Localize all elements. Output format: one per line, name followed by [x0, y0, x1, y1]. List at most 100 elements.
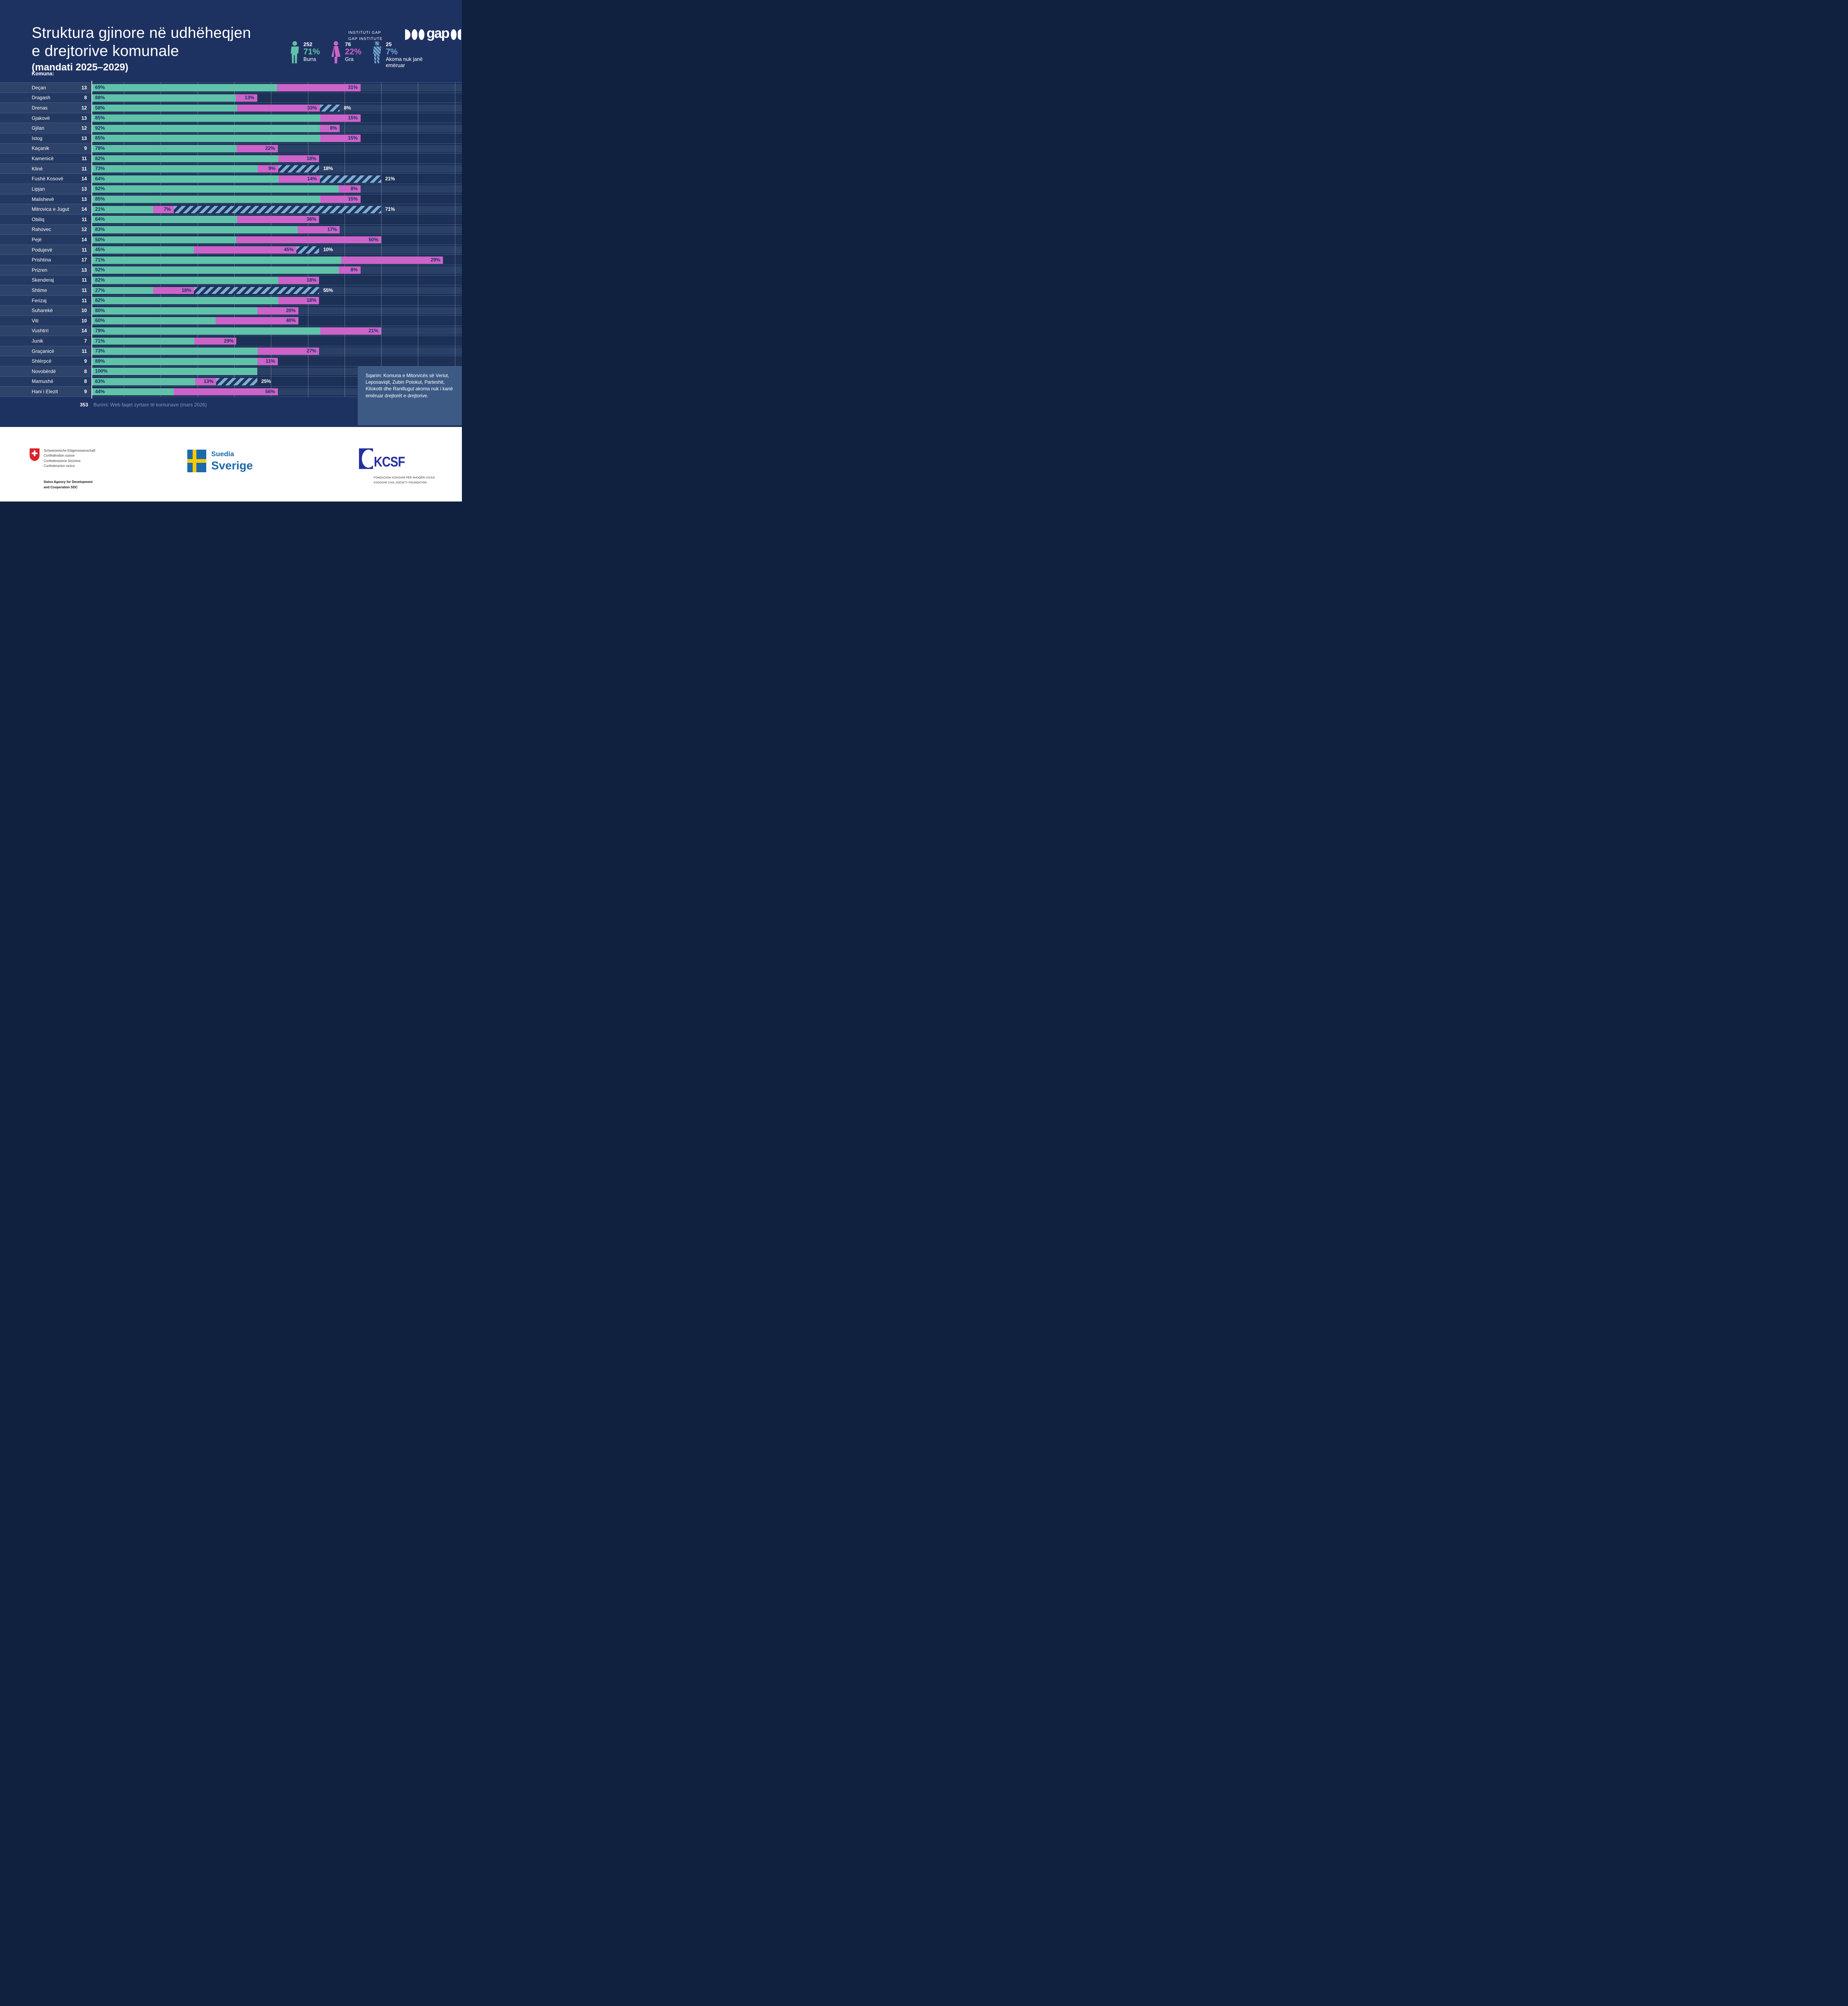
bar-label-burra: 79% — [95, 328, 105, 334]
bar-segment-gra — [195, 378, 217, 385]
row-label: Lipjan — [32, 186, 45, 192]
bar-segment-akoma — [296, 246, 319, 254]
row-count: 12 — [81, 226, 87, 233]
kcsf-logo-icon — [359, 448, 373, 469]
row-count: 12 — [81, 125, 87, 131]
table-row: Drenas 12 58% 33% 8% — [0, 103, 462, 113]
row-band — [0, 285, 92, 295]
row-count: 11 — [82, 156, 87, 162]
bar-label-burra: 83% — [95, 226, 105, 232]
man-icon — [291, 41, 299, 63]
legend-count: 25 — [386, 41, 392, 47]
bar-segment-gra — [320, 327, 381, 335]
bar-track: 83% 17% — [92, 226, 462, 233]
row-band — [0, 194, 92, 204]
bar-track: 78% 22% — [92, 145, 462, 152]
bar-track: 64% 36% — [92, 216, 462, 224]
row-label: Prishtina — [32, 257, 51, 263]
institute-name-sq: INSTITUTI GAP — [348, 30, 381, 35]
table-row: Prizren 13 92% 8% — [0, 264, 462, 275]
bar-label-gra: 45% — [284, 247, 294, 253]
row-label: Junik — [32, 338, 44, 344]
bar-segment-burra — [92, 357, 258, 365]
row-label: Klinë — [32, 166, 43, 172]
institute-name-en: GAP INSTITUTE — [348, 37, 383, 41]
bar-track: 45% 45% 10% — [92, 246, 462, 254]
row-band — [0, 245, 92, 255]
bar-label-gra: 9% — [268, 166, 275, 172]
bar-segment-gra — [257, 357, 278, 365]
bar-label-burra: 58% — [95, 105, 105, 111]
bar-label-gra: 17% — [327, 226, 337, 232]
bar-segment-burra — [92, 276, 278, 284]
row-count: 17 — [81, 257, 87, 263]
bar-segment-burra — [92, 165, 258, 173]
bar-label-gra: 31% — [348, 84, 358, 91]
bar — [92, 378, 257, 385]
row-count: 11 — [82, 297, 87, 303]
bar-track: 50% 50% — [92, 236, 462, 244]
row-band — [0, 295, 92, 306]
gap-logo-shape-icon — [451, 29, 457, 40]
table-row: Fushë Kosovë 14 64% 14% 21% — [0, 173, 462, 184]
table-row: Suharekë 10 80% 20% — [0, 305, 462, 316]
bar-segment-gra — [237, 145, 278, 152]
bar-segment-burra — [92, 348, 258, 355]
gap-logo-word: gap — [426, 26, 450, 41]
bar-segment-gra — [320, 196, 361, 203]
bar — [92, 185, 361, 193]
bar — [92, 94, 257, 102]
bar-track: 58% 33% 8% — [92, 104, 462, 112]
bar-segment-akoma — [216, 378, 257, 385]
bar-segment-gra — [278, 297, 319, 304]
row-count: 14 — [81, 206, 87, 212]
row-label: Obiliq — [32, 216, 44, 222]
woman-icon — [331, 41, 341, 63]
row-count: 8 — [84, 95, 87, 101]
swiss-agency-line: and Cooperation SDC — [44, 485, 78, 489]
row-band — [0, 326, 92, 336]
row-count: 14 — [81, 236, 87, 243]
row-band — [0, 387, 92, 397]
bar-label-gra: 56% — [265, 388, 275, 394]
row-count: 13 — [81, 186, 87, 192]
row-band — [0, 123, 92, 133]
row-band — [0, 214, 92, 224]
table-row: Graçanicë 11 73% 27% — [0, 345, 462, 356]
row-label: Vushtrri — [32, 328, 49, 334]
bar-label-gra: 18% — [306, 277, 317, 283]
table-row: Istog 13 85% 15% — [0, 133, 462, 143]
bar-label-gra: 20% — [286, 307, 296, 313]
bar-track: 92% 8% — [92, 124, 462, 132]
swiss-line: Confédération suisse — [44, 454, 75, 458]
table-row: Pejë 14 50% 50% — [0, 234, 462, 245]
gap-logo-shape-icon — [419, 29, 424, 40]
row-label: Istog — [32, 135, 43, 141]
bar-label-burra: 92% — [95, 267, 105, 273]
bar-segment-gra — [258, 348, 319, 355]
row-band — [0, 224, 92, 235]
bar-label-gra: 40% — [286, 317, 296, 324]
bar-segment-gra — [320, 135, 361, 142]
table-row: Deçan 13 69% 31% — [0, 82, 462, 93]
bar — [92, 327, 381, 335]
bar-segment-gra — [153, 287, 194, 294]
table-row: Mitrovica e Jugut 14 21% 7% 71% — [0, 204, 462, 214]
row-band — [0, 275, 92, 285]
row-label: Pejë — [32, 236, 42, 243]
row-label: Suharekë — [32, 308, 53, 314]
bar-segment-gra — [237, 216, 319, 224]
bar-label-gra: 21% — [368, 328, 378, 334]
bar-segment-gra — [339, 185, 361, 193]
bar-segment-gra — [258, 165, 278, 173]
bar-label-akoma: 10% — [323, 247, 333, 253]
infographic-page: Struktura gjinore në udhëheqjen e drejto… — [0, 0, 462, 502]
bar-segment-akoma — [194, 287, 319, 294]
row-band — [0, 163, 92, 174]
row-count: 10 — [81, 308, 87, 314]
bar-track: 60% 40% — [92, 317, 462, 325]
page-title: Struktura gjinore në udhëheqjen e drejto… — [32, 24, 251, 60]
row-band — [0, 133, 92, 143]
bar-track: 89% 11% — [92, 357, 462, 365]
legend-label: Akoma nuk janë emëruar — [386, 56, 423, 68]
